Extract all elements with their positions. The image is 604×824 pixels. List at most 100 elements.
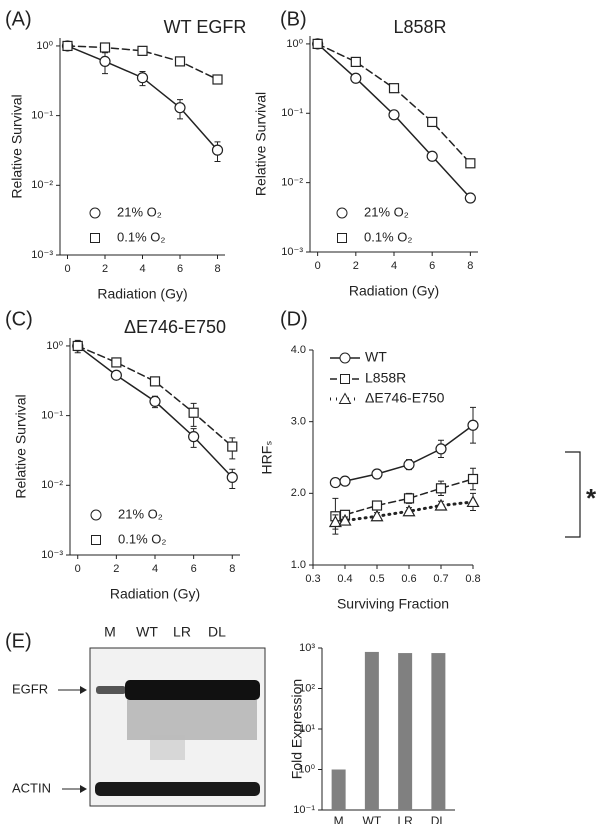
x-tick-label: 0.8 xyxy=(465,573,480,585)
x-axis-label: Radiation (Gy) xyxy=(349,283,439,299)
marker xyxy=(435,483,447,494)
blot-smear xyxy=(150,735,185,760)
lane-label: LR xyxy=(173,624,191,640)
x-tick-label: 0 xyxy=(75,563,81,575)
x-tick-label: 2 xyxy=(353,260,359,272)
marker xyxy=(426,150,438,162)
blot-band xyxy=(96,686,126,694)
x-tick-label: 4 xyxy=(139,263,145,275)
marker xyxy=(435,443,447,455)
x-tick-label: 4 xyxy=(152,563,158,575)
marker xyxy=(329,476,341,489)
lane-label: WT xyxy=(136,624,158,640)
x-tick-label: 2 xyxy=(102,263,108,275)
chart-title: ΔE746-E750 xyxy=(124,317,226,337)
marker xyxy=(136,72,149,84)
y-tick-label: 2.0 xyxy=(291,487,306,499)
marker xyxy=(99,55,111,68)
x-tick-label: 8 xyxy=(214,263,220,275)
western-blot: M WT LR DL EGFR ACTIN xyxy=(12,624,266,807)
bar xyxy=(431,653,446,810)
marker xyxy=(350,56,361,68)
legend-label: 0.1% O₂ xyxy=(364,229,412,244)
y-tick-label: 10⁻¹ xyxy=(293,804,315,816)
marker xyxy=(149,395,161,408)
y-tick-label: 10⁰ xyxy=(286,38,303,50)
panel-label: (D) xyxy=(280,308,308,330)
marker xyxy=(72,340,83,352)
marker xyxy=(402,504,416,517)
x-tick-label: DL xyxy=(431,814,447,824)
y-tick-label: 1.0 xyxy=(291,559,306,571)
x-tick-label: M xyxy=(334,814,344,824)
blot-band xyxy=(125,680,260,700)
marker xyxy=(111,357,122,368)
legend-marker xyxy=(90,233,100,243)
x-tick-label: 8 xyxy=(229,563,235,575)
x-tick-label: 0 xyxy=(315,260,321,272)
legend-marker xyxy=(339,352,351,364)
band-label: EGFR xyxy=(12,681,48,696)
x-axis-label: Radiation (Gy) xyxy=(97,286,187,302)
x-tick-label: 0.3 xyxy=(305,573,320,585)
marker xyxy=(312,38,323,50)
marker xyxy=(188,431,200,443)
legend-label: 0.1% O₂ xyxy=(117,229,165,244)
y-tick-label: 10¹ xyxy=(299,723,315,735)
chart-title: L858R xyxy=(393,17,446,37)
x-tick-label: WT xyxy=(363,814,382,824)
legend-label: ΔE746-E750 xyxy=(365,390,445,406)
panel-label: (C) xyxy=(5,308,33,330)
marker xyxy=(174,56,186,67)
blot-smear xyxy=(127,700,257,740)
marker xyxy=(227,441,238,452)
blot-band xyxy=(95,782,260,796)
y-tick-label: 10⁻¹ xyxy=(41,410,63,422)
y-axis-label: Relative Survival xyxy=(253,92,269,196)
series-line xyxy=(76,345,234,448)
legend-marker xyxy=(337,233,347,243)
arrow-head xyxy=(80,686,87,694)
y-tick-label: 10⁻² xyxy=(281,177,303,189)
series-line xyxy=(333,500,475,524)
series-line xyxy=(76,345,234,479)
y-tick-label: 10⁻³ xyxy=(281,246,303,258)
legend-label: 21% O₂ xyxy=(117,204,162,219)
x-tick-label: 0.7 xyxy=(433,573,448,585)
marker xyxy=(188,407,199,418)
legend-label: L858R xyxy=(365,370,406,386)
y-tick-label: 10² xyxy=(299,682,315,694)
marker xyxy=(149,376,161,387)
x-tick-label: 4 xyxy=(391,260,397,272)
x-tick-label: LR xyxy=(397,814,413,824)
y-axis-label: Relative Survival xyxy=(9,94,25,198)
marker xyxy=(212,74,223,85)
marker xyxy=(370,509,384,522)
x-axis-label: Surviving Fraction xyxy=(337,596,449,612)
marker xyxy=(388,109,400,121)
bar xyxy=(398,653,413,810)
y-axis-label: Relative Survival xyxy=(13,394,29,498)
marker xyxy=(174,102,186,114)
y-tick-label: 3.0 xyxy=(291,416,306,428)
arrow-head xyxy=(80,785,87,793)
marker xyxy=(403,459,415,471)
y-tick-label: 10⁻² xyxy=(31,179,53,191)
series-line xyxy=(334,478,474,518)
marker xyxy=(466,495,480,508)
x-axis-label: Radiation (Gy) xyxy=(110,586,200,602)
marker xyxy=(110,369,122,381)
x-tick-label: 0.5 xyxy=(369,573,384,585)
lane-label: M xyxy=(104,624,116,640)
marker xyxy=(464,192,476,204)
x-tick-label: 6 xyxy=(191,563,197,575)
legend-marker xyxy=(90,509,102,521)
marker xyxy=(467,419,479,431)
bar xyxy=(364,651,379,810)
y-tick-label: 10³ xyxy=(299,642,315,654)
y-tick-label: 10⁻¹ xyxy=(281,107,303,119)
marker xyxy=(99,42,111,53)
legend-marker xyxy=(340,374,350,384)
marker xyxy=(338,513,352,526)
